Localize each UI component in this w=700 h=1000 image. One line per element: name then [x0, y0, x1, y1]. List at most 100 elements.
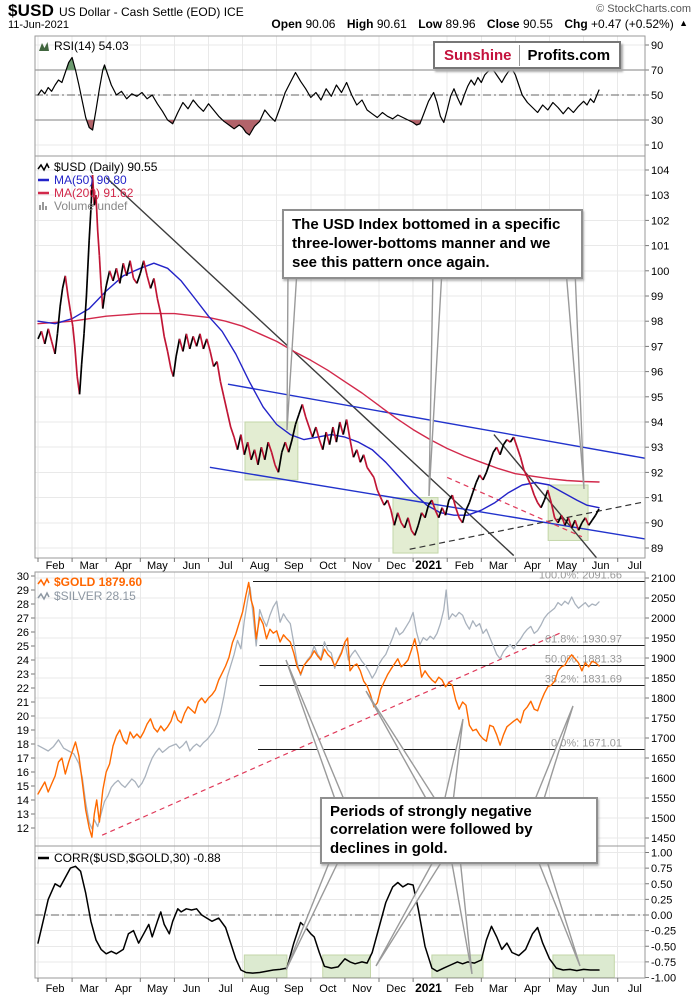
svg-text:1500: 1500: [651, 813, 675, 825]
svg-text:Mar: Mar: [489, 560, 508, 572]
svg-text:Dec: Dec: [386, 560, 406, 572]
silver-legend-label: $SILVER 28.15: [54, 589, 136, 603]
svg-text:101: 101: [651, 241, 669, 253]
svg-text:May: May: [147, 983, 168, 995]
close-value: Close 90.55: [486, 17, 553, 31]
svg-text:May: May: [147, 560, 168, 572]
svg-text:61.8%: 1930.97: 61.8%: 1930.97: [545, 634, 622, 646]
callout-tail: [285, 659, 347, 803]
callout-tail: [365, 690, 439, 803]
svg-text:Nov: Nov: [352, 560, 372, 572]
rsi-legend: RSI(14) 54.03: [38, 39, 129, 53]
svg-text:May: May: [556, 560, 577, 572]
svg-text:Apr: Apr: [115, 983, 132, 995]
change-value: Chg +0.47 (+0.52%): [564, 17, 674, 31]
svg-text:98: 98: [651, 316, 663, 328]
svg-text:Oct: Oct: [319, 983, 336, 995]
svg-text:Jun: Jun: [183, 560, 201, 572]
svg-text:Jul: Jul: [219, 983, 233, 995]
panel-rsi: [35, 36, 645, 156]
up-arrow-icon: ▲: [679, 18, 688, 28]
svg-text:Nov: Nov: [352, 983, 372, 995]
gold-squiggle-icon: [37, 577, 50, 587]
svg-text:99: 99: [651, 291, 663, 303]
svg-text:0.25: 0.25: [651, 894, 672, 906]
svg-text:102: 102: [651, 215, 669, 227]
svg-text:21: 21: [17, 697, 29, 709]
ma200-legend-label: MA(200) 91.62: [54, 186, 134, 200]
usd-legend-label: $USD (Daily) 90.55: [54, 160, 158, 174]
svg-text:1750: 1750: [651, 713, 675, 725]
svg-text:1650: 1650: [651, 753, 675, 765]
corr-legend-label: CORR($USD,$GOLD,30) -0.88: [54, 851, 221, 865]
svg-text:91: 91: [651, 493, 663, 505]
svg-text:30: 30: [17, 571, 29, 583]
rsi-indicator-icon: [38, 41, 50, 52]
volume-bars-icon: [37, 201, 50, 211]
svg-text:96: 96: [651, 367, 663, 379]
svg-text:Mar: Mar: [80, 983, 99, 995]
svg-text:Apr: Apr: [524, 560, 541, 572]
svg-text:38.2%: 1831.69: 38.2%: 1831.69: [545, 673, 622, 685]
rsi-legend-label: RSI(14) 54.03: [54, 39, 129, 53]
svg-text:1700: 1700: [651, 733, 675, 745]
svg-text:18: 18: [17, 739, 29, 751]
svg-text:1450: 1450: [651, 833, 675, 845]
svg-text:1950: 1950: [651, 633, 675, 645]
svg-text:1.00: 1.00: [651, 848, 672, 860]
svg-text:92: 92: [651, 467, 663, 479]
svg-text:Jun: Jun: [592, 560, 610, 572]
sunshineprofits-logo: Sunshine Profits.com: [433, 41, 622, 69]
chart-header: $USD US Dollar - Cash Settle (EOD) ICE ©…: [0, 0, 700, 34]
panel-corr: [35, 846, 645, 978]
svg-text:25: 25: [17, 641, 29, 653]
svg-text:100: 100: [651, 266, 669, 278]
svg-text:10: 10: [651, 140, 663, 152]
svg-text:Apr: Apr: [115, 560, 132, 572]
svg-text:13: 13: [17, 809, 29, 821]
svg-text:2000: 2000: [651, 613, 675, 625]
gold-legend-label: $GOLD 1879.60: [54, 575, 143, 589]
usd-legend: $USD (Daily) 90.55: [37, 160, 157, 174]
corr-legend: CORR($USD,$GOLD,30) -0.88: [37, 851, 221, 865]
callout-tail: [375, 857, 446, 967]
symbol: $USD: [8, 1, 55, 20]
svg-text:93: 93: [651, 442, 663, 454]
svg-text:Aug: Aug: [250, 983, 270, 995]
svg-text:20: 20: [17, 711, 29, 723]
svg-text:Dec: Dec: [386, 983, 406, 995]
svg-text:0.0%: 1671.01: 0.0%: 1671.01: [551, 738, 622, 750]
svg-text:Jun: Jun: [183, 983, 201, 995]
svg-text:1550: 1550: [651, 793, 675, 805]
ma200-line-icon: [37, 188, 50, 198]
ma50-legend-label: MA(50) 90.80: [54, 173, 127, 187]
callout-tail: [286, 269, 298, 431]
svg-text:Jul: Jul: [628, 560, 642, 572]
high-value: High 90.61: [346, 17, 407, 31]
svg-text:Mar: Mar: [489, 983, 508, 995]
logo-part-1: Sunshine: [444, 46, 512, 64]
ma50-legend: MA(50) 90.80: [37, 173, 127, 187]
callout-tail: [565, 269, 585, 490]
callout-tail: [428, 269, 443, 497]
svg-text:50: 50: [651, 90, 663, 102]
svg-text:Feb: Feb: [455, 983, 474, 995]
svg-text:23: 23: [17, 669, 29, 681]
svg-text:2021: 2021: [415, 558, 442, 572]
svg-text:30: 30: [651, 115, 663, 127]
svg-text:16: 16: [17, 767, 29, 779]
svg-text:1600: 1600: [651, 773, 675, 785]
logo-part-2: Profits.com: [518, 44, 620, 66]
callout-tail: [532, 705, 574, 803]
svg-text:19: 19: [17, 725, 29, 737]
svg-text:17: 17: [17, 753, 29, 765]
low-value: Low 89.96: [418, 17, 476, 31]
svg-text:1900: 1900: [651, 653, 675, 665]
price-squiggle-icon: [37, 162, 50, 172]
svg-text:-0.50: -0.50: [651, 941, 676, 953]
svg-text:15: 15: [17, 781, 29, 793]
svg-text:Mar: Mar: [80, 560, 99, 572]
svg-text:Jul: Jul: [219, 560, 233, 572]
svg-text:100.0%: 2091.66: 100.0%: 2091.66: [539, 569, 622, 581]
